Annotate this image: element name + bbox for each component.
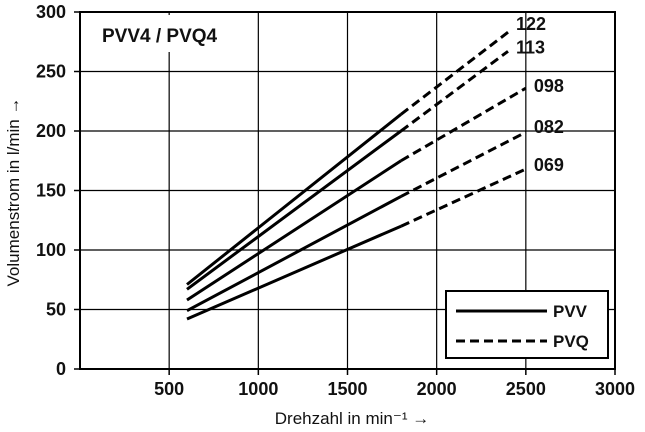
series-122-pvq-line	[400, 31, 509, 116]
series-069-pvv-line	[186, 224, 402, 321]
y-tick-label-4: 200	[36, 121, 66, 141]
x-tick-label-3: 2000	[417, 379, 457, 399]
series-label-069: 069	[534, 155, 564, 175]
series-082-pvv-line	[186, 195, 402, 313]
series-label-113: 113	[516, 37, 545, 57]
series-098	[186, 86, 527, 302]
x-axis-title: Drehzahl in min⁻¹ →	[275, 409, 429, 428]
series-122	[186, 31, 509, 286]
series-122-pvv-line	[186, 113, 402, 286]
series-069-pvq-line	[400, 167, 527, 228]
y-tick-label-2: 100	[36, 240, 66, 260]
series-098-pvq-line	[400, 86, 527, 163]
legend-label-pvv: PVV	[553, 302, 588, 321]
x-tick-label-4: 2500	[506, 379, 546, 399]
series-098-pvv-line	[186, 159, 402, 302]
series-label-082: 082	[534, 117, 564, 137]
legend-box	[445, 290, 609, 359]
legend-label-pvq: PVQ	[553, 332, 589, 351]
y-tick-label-5: 250	[36, 62, 66, 82]
series-113	[186, 50, 509, 291]
x-tick-label-1: 1000	[238, 379, 278, 399]
y-axis-title: Volumenstrom in l/min →	[4, 98, 23, 287]
series-069	[186, 167, 527, 321]
y-tick-label-6: 300	[36, 2, 66, 22]
series-113-pvv-line	[186, 129, 402, 291]
chart-title: PVV4 / PVQ4	[102, 26, 218, 47]
y-tick-label-1: 50	[46, 300, 66, 320]
series-082	[186, 130, 527, 313]
series-082-pvq-line	[400, 130, 527, 198]
x-tick-label-2: 1500	[327, 379, 367, 399]
title-box: PVV4 / PVQ4	[92, 15, 250, 52]
y-tick-label-3: 150	[36, 181, 66, 201]
series-label-098: 098	[534, 76, 564, 96]
y-tick-label-0: 0	[56, 359, 66, 379]
series-113-pvq-line	[400, 50, 509, 133]
x-tick-label-5: 3000	[595, 379, 635, 399]
x-tick-label-0: 500	[154, 379, 184, 399]
legend: PVV PVQ	[445, 290, 609, 359]
series-label-122: 122	[516, 14, 546, 34]
